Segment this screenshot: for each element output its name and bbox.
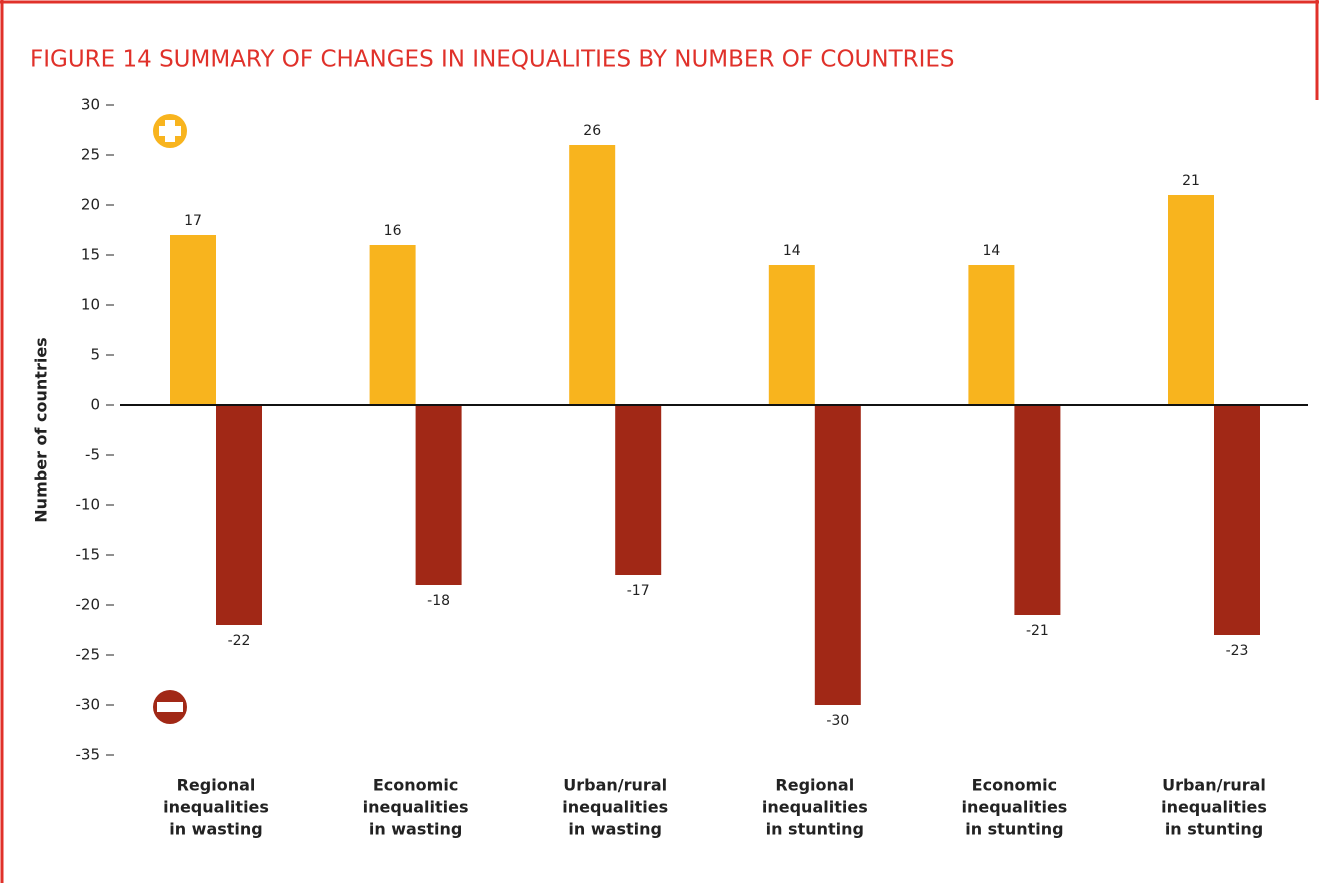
bar xyxy=(615,405,662,575)
x-tick-label: inequalities xyxy=(762,798,868,817)
y-tick-label: -30 xyxy=(76,696,101,714)
y-tick-label: 5 xyxy=(90,346,100,364)
chart-title: FIGURE 14 SUMMARY OF CHANGES IN INEQUALI… xyxy=(30,47,955,73)
y-tick-label: 0 xyxy=(90,396,100,414)
y-tick-label: -10 xyxy=(76,496,101,514)
x-tick-label: in wasting xyxy=(169,820,263,839)
value-label: -18 xyxy=(427,593,450,609)
y-tick-label: -35 xyxy=(76,746,101,764)
x-tick-label: in stunting xyxy=(1165,820,1263,839)
x-tick-label: Urban/rural xyxy=(1162,776,1266,795)
x-tick-label: in stunting xyxy=(965,820,1063,839)
value-label: -23 xyxy=(1226,643,1249,659)
x-tick-label: Economic xyxy=(972,776,1057,795)
x-tick-label: Regional xyxy=(177,776,256,795)
x-tick-label: in wasting xyxy=(369,820,463,839)
y-axis-label: Number of countries xyxy=(32,337,51,522)
value-label: 14 xyxy=(783,243,801,259)
x-tick-label: Urban/rural xyxy=(563,776,667,795)
bar xyxy=(768,265,815,405)
value-label: -17 xyxy=(627,583,650,599)
plus-icon xyxy=(153,114,187,148)
value-label: 14 xyxy=(982,243,1000,259)
x-tick-label: Economic xyxy=(373,776,458,795)
value-label: 21 xyxy=(1182,173,1200,189)
value-label: -30 xyxy=(826,713,849,729)
y-tick-label: 30 xyxy=(81,96,100,114)
x-tick-label: inequalities xyxy=(163,798,269,817)
value-label: 26 xyxy=(583,123,601,139)
bar xyxy=(216,405,262,625)
y-tick-label: -25 xyxy=(76,646,101,664)
y-tick-label: -5 xyxy=(85,446,100,464)
bar xyxy=(415,405,462,585)
bar xyxy=(1168,195,1214,405)
y-tick-label: -20 xyxy=(76,596,101,614)
value-label: 17 xyxy=(184,213,202,229)
y-tick-label: 20 xyxy=(81,196,100,214)
bar xyxy=(968,265,1015,405)
y-tick-label: -15 xyxy=(76,546,101,564)
x-tick-label: in wasting xyxy=(568,820,662,839)
y-tick-label: 10 xyxy=(81,296,100,314)
x-tick-label: inequalities xyxy=(562,798,668,817)
x-tick-label: Regional xyxy=(775,776,854,795)
bar xyxy=(1214,405,1260,635)
minus-icon xyxy=(153,690,187,724)
y-tick-label: 25 xyxy=(81,146,100,164)
x-tick-label: inequalities xyxy=(363,798,469,817)
x-tick-label: inequalities xyxy=(961,798,1067,817)
value-label: -21 xyxy=(1026,623,1049,639)
bar xyxy=(369,245,416,405)
value-label: 16 xyxy=(384,223,402,239)
bar xyxy=(1014,405,1061,615)
value-label: -22 xyxy=(228,633,251,649)
bar xyxy=(569,145,616,405)
y-tick-label: 15 xyxy=(81,246,100,264)
x-tick-label: in stunting xyxy=(766,820,864,839)
bar xyxy=(814,405,861,705)
bar xyxy=(170,235,216,405)
x-tick-label: inequalities xyxy=(1161,798,1267,817)
